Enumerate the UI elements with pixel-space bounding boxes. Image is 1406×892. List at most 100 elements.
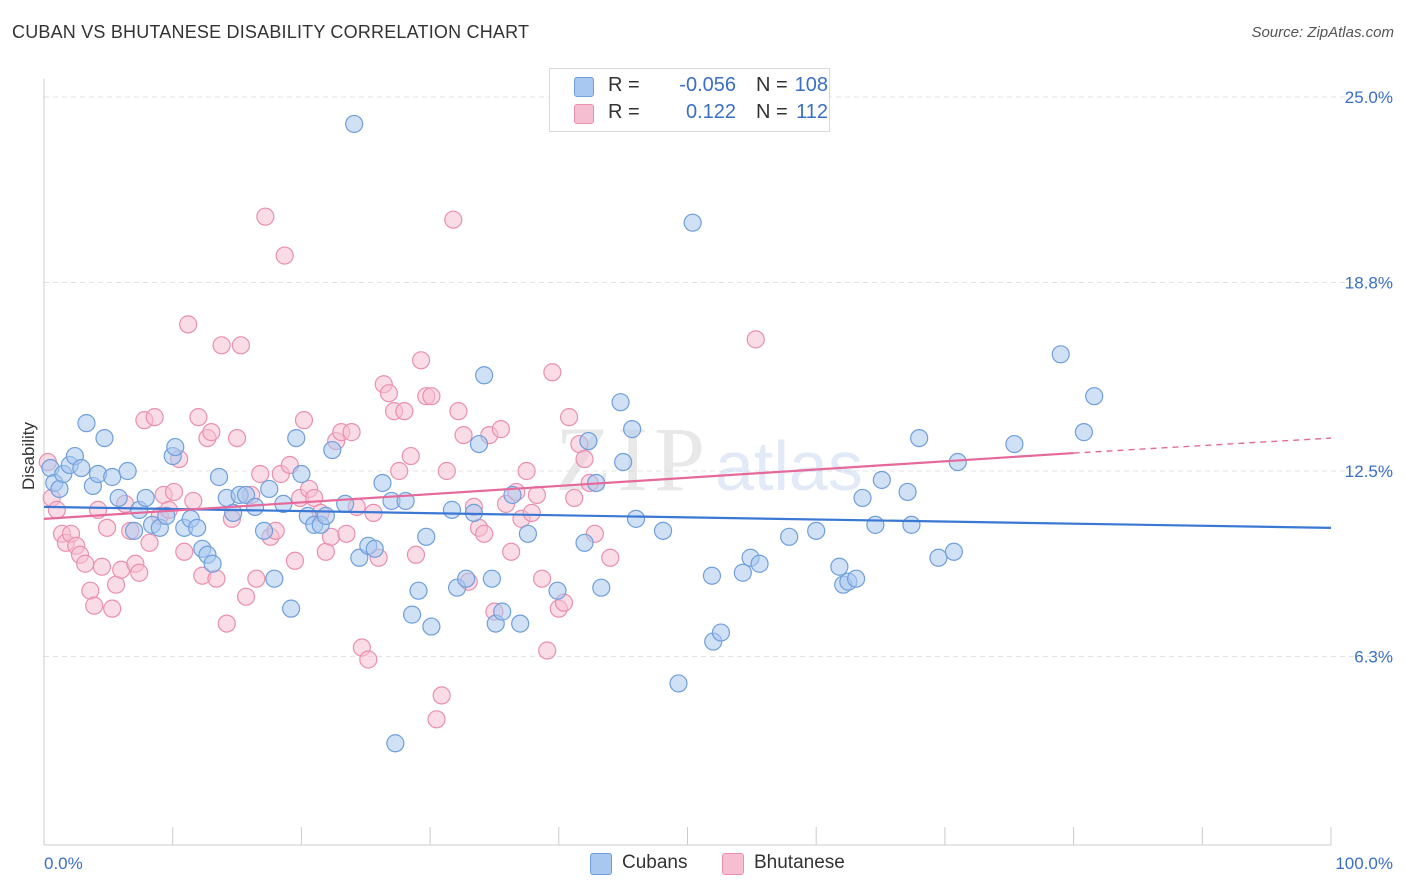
legend-label-cubans: Cubans: [622, 852, 688, 873]
point-cubans: [109, 488, 128, 508]
watermark-atlas: atlas: [715, 427, 863, 505]
point-bhutanese: [184, 491, 203, 511]
legend-row-bhutanese: R = 0.122 N = 112: [574, 101, 834, 127]
stats-legend: R = -0.056 N = 108 R = 0.122 N = 112: [549, 68, 830, 132]
legend-item-bhutanese: Bhutanese: [722, 852, 862, 876]
point-cubans: [711, 623, 731, 642]
point-cubans: [611, 393, 630, 412]
y-tick-label: 18.8%: [1345, 274, 1393, 293]
legend-swatch-cubans: [590, 853, 612, 875]
point-cubans: [323, 440, 342, 460]
y-axis-label: Disability: [19, 421, 38, 490]
point-cubans: [846, 569, 866, 588]
point-cubans: [316, 506, 335, 525]
point-bhutanese: [475, 524, 494, 543]
point-bhutanese: [379, 384, 399, 403]
point-bhutanese: [189, 408, 208, 427]
point-cubans: [830, 557, 849, 576]
point-cubans: [118, 461, 137, 481]
point-bhutanese: [145, 408, 164, 427]
watermark: ZIP atlas: [555, 408, 863, 510]
point-cubans: [910, 428, 929, 448]
point-bhutanese: [227, 428, 247, 448]
point-cubans: [422, 617, 441, 636]
legend-r-label: R =: [608, 101, 640, 123]
point-cubans: [442, 500, 462, 519]
point-bhutanese: [130, 563, 149, 582]
point-bhutanese: [427, 710, 446, 729]
point-cubans: [702, 566, 722, 585]
point-cubans: [292, 464, 311, 484]
point-bhutanese: [92, 557, 112, 576]
legend-n-value-bhutanese: 112: [796, 101, 828, 123]
point-bhutanese: [527, 485, 547, 505]
point-bhutanese: [175, 542, 194, 561]
point-bhutanese: [212, 336, 231, 355]
point-bhutanese: [406, 545, 426, 564]
point-bhutanese: [285, 551, 305, 570]
point-cubans: [807, 521, 826, 540]
point-cubans: [265, 569, 284, 588]
point-cubans: [386, 734, 405, 753]
point-cubans: [224, 503, 243, 522]
point-cubans: [1005, 434, 1024, 454]
point-cubans: [1051, 345, 1070, 364]
point-cubans: [733, 563, 752, 582]
point-cubans: [575, 533, 594, 552]
point-cubans: [72, 458, 91, 478]
point-cubans: [669, 674, 688, 693]
point-cubans: [50, 479, 69, 499]
point-cubans: [209, 467, 229, 487]
point-cubans: [103, 467, 122, 487]
point-cubans: [511, 614, 530, 633]
x-tick-label: 0.0%: [44, 854, 83, 873]
point-bhutanese: [543, 363, 562, 382]
legend-n-label: N =: [756, 101, 788, 123]
legend-r-value-cubans: -0.056: [679, 74, 736, 96]
point-bhutanese: [103, 599, 122, 618]
point-cubans: [417, 527, 436, 546]
point-bhutanese: [395, 402, 414, 421]
point-bhutanese: [207, 569, 226, 588]
point-bhutanese: [411, 351, 431, 370]
point-cubans: [623, 420, 642, 439]
legend-r-value-bhutanese: 0.122: [685, 101, 736, 123]
point-cubans: [402, 605, 422, 624]
point-cubans: [548, 581, 567, 600]
point-cubans: [203, 554, 222, 573]
point-bhutanese: [454, 425, 473, 445]
legend-n-value-cubans: 108: [794, 74, 828, 96]
grid-layer: [44, 96, 1394, 658]
point-bhutanese: [432, 686, 451, 705]
point-cubans: [944, 542, 964, 561]
point-cubans: [614, 452, 633, 472]
point-bhutanese: [294, 411, 314, 430]
legend-row-cubans: R = -0.056 N = 108: [574, 74, 834, 100]
point-bhutanese: [76, 554, 95, 573]
point-bhutanese: [565, 488, 584, 508]
point-bhutanese: [532, 569, 552, 588]
point-cubans: [592, 578, 611, 597]
legend-r-label: R =: [608, 74, 640, 96]
point-bhutanese: [390, 461, 409, 481]
point-cubans: [373, 473, 392, 493]
point-cubans: [469, 434, 489, 454]
point-bhutanese: [251, 464, 270, 484]
point-bhutanese: [517, 461, 536, 481]
point-cubans: [866, 515, 885, 534]
tick-labels: 6.3% 12.5% 18.8% 25.0% 0.0% 100.0%: [44, 88, 1393, 873]
point-bhutanese: [179, 315, 198, 334]
point-cubans: [188, 518, 207, 537]
point-cubans: [579, 431, 598, 451]
point-cubans: [902, 515, 921, 534]
point-cubans: [136, 488, 155, 508]
point-cubans: [948, 452, 967, 472]
point-cubans: [482, 569, 501, 588]
point-bhutanese: [502, 542, 521, 561]
point-bhutanese: [559, 408, 579, 427]
point-cubans: [260, 479, 279, 499]
point-bhutanese: [444, 210, 463, 229]
point-cubans: [683, 213, 702, 232]
point-bhutanese: [97, 518, 117, 537]
point-bhutanese: [437, 461, 456, 481]
